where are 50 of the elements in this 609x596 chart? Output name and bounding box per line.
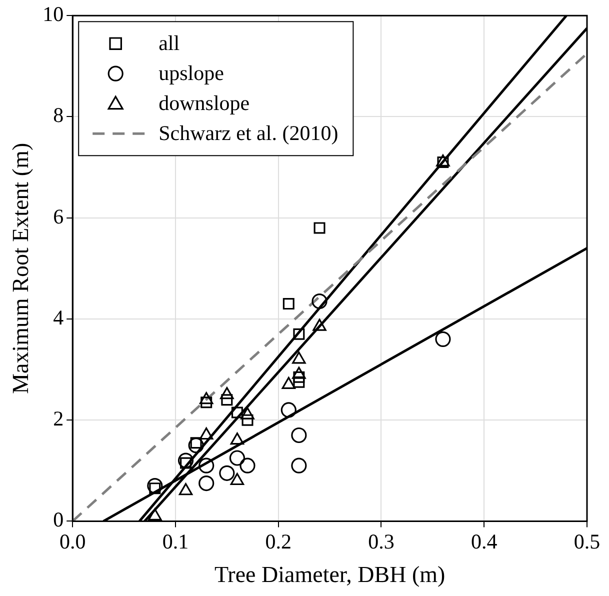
x-tick-label: 0.2 <box>265 529 292 554</box>
point <box>240 407 254 420</box>
point <box>291 458 307 474</box>
x-tick-label: 0.5 <box>574 529 600 554</box>
legend-label: Schwarz et al. (2010) <box>158 121 338 146</box>
point <box>198 458 214 474</box>
point <box>292 366 306 379</box>
y-tick-label: 4 <box>53 305 64 330</box>
point <box>221 394 233 406</box>
point <box>314 222 326 234</box>
legend-label: upslope <box>158 61 224 86</box>
legend-label: downslope <box>158 91 250 116</box>
x-tick-label: 0.1 <box>162 529 189 554</box>
y-tick-label: 10 <box>42 2 64 26</box>
point <box>292 352 306 364</box>
point <box>282 298 294 310</box>
x-tick-label: 0.4 <box>470 529 498 554</box>
point <box>178 452 194 468</box>
point <box>231 406 243 418</box>
point <box>242 414 254 426</box>
point <box>312 293 328 310</box>
point <box>282 376 296 389</box>
point <box>293 376 305 388</box>
point <box>291 427 307 444</box>
point <box>188 438 204 454</box>
y-tick-label: 0 <box>53 508 64 532</box>
y-tick-label: 2 <box>53 406 64 431</box>
x-tick-label: 0.3 <box>368 529 394 554</box>
point <box>230 432 244 445</box>
point <box>199 392 214 404</box>
point <box>147 478 163 494</box>
point <box>220 387 234 400</box>
y-axis-title: Maximum Root Extent (m) <box>8 142 33 394</box>
x-tick-label: 0.0 <box>59 529 86 554</box>
point <box>435 331 451 347</box>
point <box>280 402 296 418</box>
point <box>199 427 214 440</box>
y-tick-label: 6 <box>53 204 64 228</box>
x-axis-title: Tree Diameter, DBH (m) <box>214 562 446 588</box>
point <box>293 328 305 340</box>
point <box>219 465 235 481</box>
point <box>240 458 256 474</box>
point <box>230 472 244 486</box>
y-tick-label: 8 <box>53 103 64 128</box>
point <box>198 475 214 492</box>
legend-label: all <box>158 31 180 56</box>
point <box>229 450 246 466</box>
point <box>178 483 193 496</box>
point <box>293 371 305 383</box>
point <box>312 318 326 331</box>
